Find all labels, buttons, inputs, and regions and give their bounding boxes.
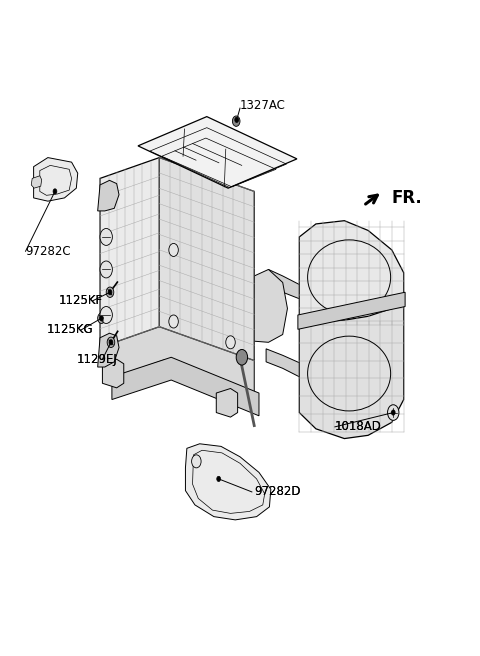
- Circle shape: [53, 189, 57, 194]
- Circle shape: [97, 313, 105, 323]
- Text: 1125KF: 1125KF: [59, 294, 103, 307]
- Circle shape: [107, 337, 115, 348]
- Circle shape: [217, 476, 220, 482]
- Circle shape: [192, 455, 201, 468]
- Text: 1018AD: 1018AD: [335, 420, 382, 434]
- Circle shape: [99, 316, 103, 321]
- Polygon shape: [97, 180, 119, 211]
- Text: 1129EJ: 1129EJ: [76, 353, 117, 366]
- Text: 1327AC: 1327AC: [240, 99, 286, 112]
- Circle shape: [235, 117, 239, 123]
- Text: 97282D: 97282D: [254, 485, 301, 499]
- Polygon shape: [252, 270, 288, 342]
- Polygon shape: [266, 349, 301, 377]
- Text: 97282D: 97282D: [254, 485, 301, 499]
- Polygon shape: [112, 358, 259, 416]
- Text: 1125KF: 1125KF: [59, 294, 103, 307]
- Circle shape: [109, 340, 113, 345]
- Polygon shape: [97, 333, 119, 367]
- Polygon shape: [138, 117, 297, 188]
- Circle shape: [169, 315, 179, 328]
- Circle shape: [100, 261, 112, 278]
- Polygon shape: [100, 157, 159, 348]
- Circle shape: [387, 405, 399, 420]
- Polygon shape: [159, 157, 254, 361]
- Text: FR.: FR.: [392, 189, 422, 207]
- Polygon shape: [34, 157, 78, 201]
- Polygon shape: [300, 220, 404, 325]
- Polygon shape: [266, 270, 301, 298]
- Polygon shape: [107, 325, 254, 394]
- Circle shape: [236, 350, 248, 365]
- Text: 1125KG: 1125KG: [47, 323, 94, 337]
- Polygon shape: [185, 443, 271, 520]
- Text: 1018AD: 1018AD: [335, 420, 382, 434]
- Circle shape: [106, 287, 114, 297]
- Polygon shape: [31, 176, 42, 188]
- Circle shape: [226, 336, 235, 349]
- Polygon shape: [300, 297, 404, 439]
- Polygon shape: [216, 388, 238, 417]
- Circle shape: [108, 289, 112, 295]
- Text: 1129EJ: 1129EJ: [76, 353, 117, 366]
- Circle shape: [100, 306, 112, 323]
- Polygon shape: [298, 292, 405, 329]
- Text: 97282C: 97282C: [25, 245, 71, 258]
- Circle shape: [169, 243, 179, 256]
- Polygon shape: [102, 359, 124, 388]
- Text: 1125KG: 1125KG: [47, 323, 94, 337]
- Circle shape: [391, 410, 395, 415]
- Circle shape: [232, 116, 240, 127]
- Circle shape: [100, 228, 112, 245]
